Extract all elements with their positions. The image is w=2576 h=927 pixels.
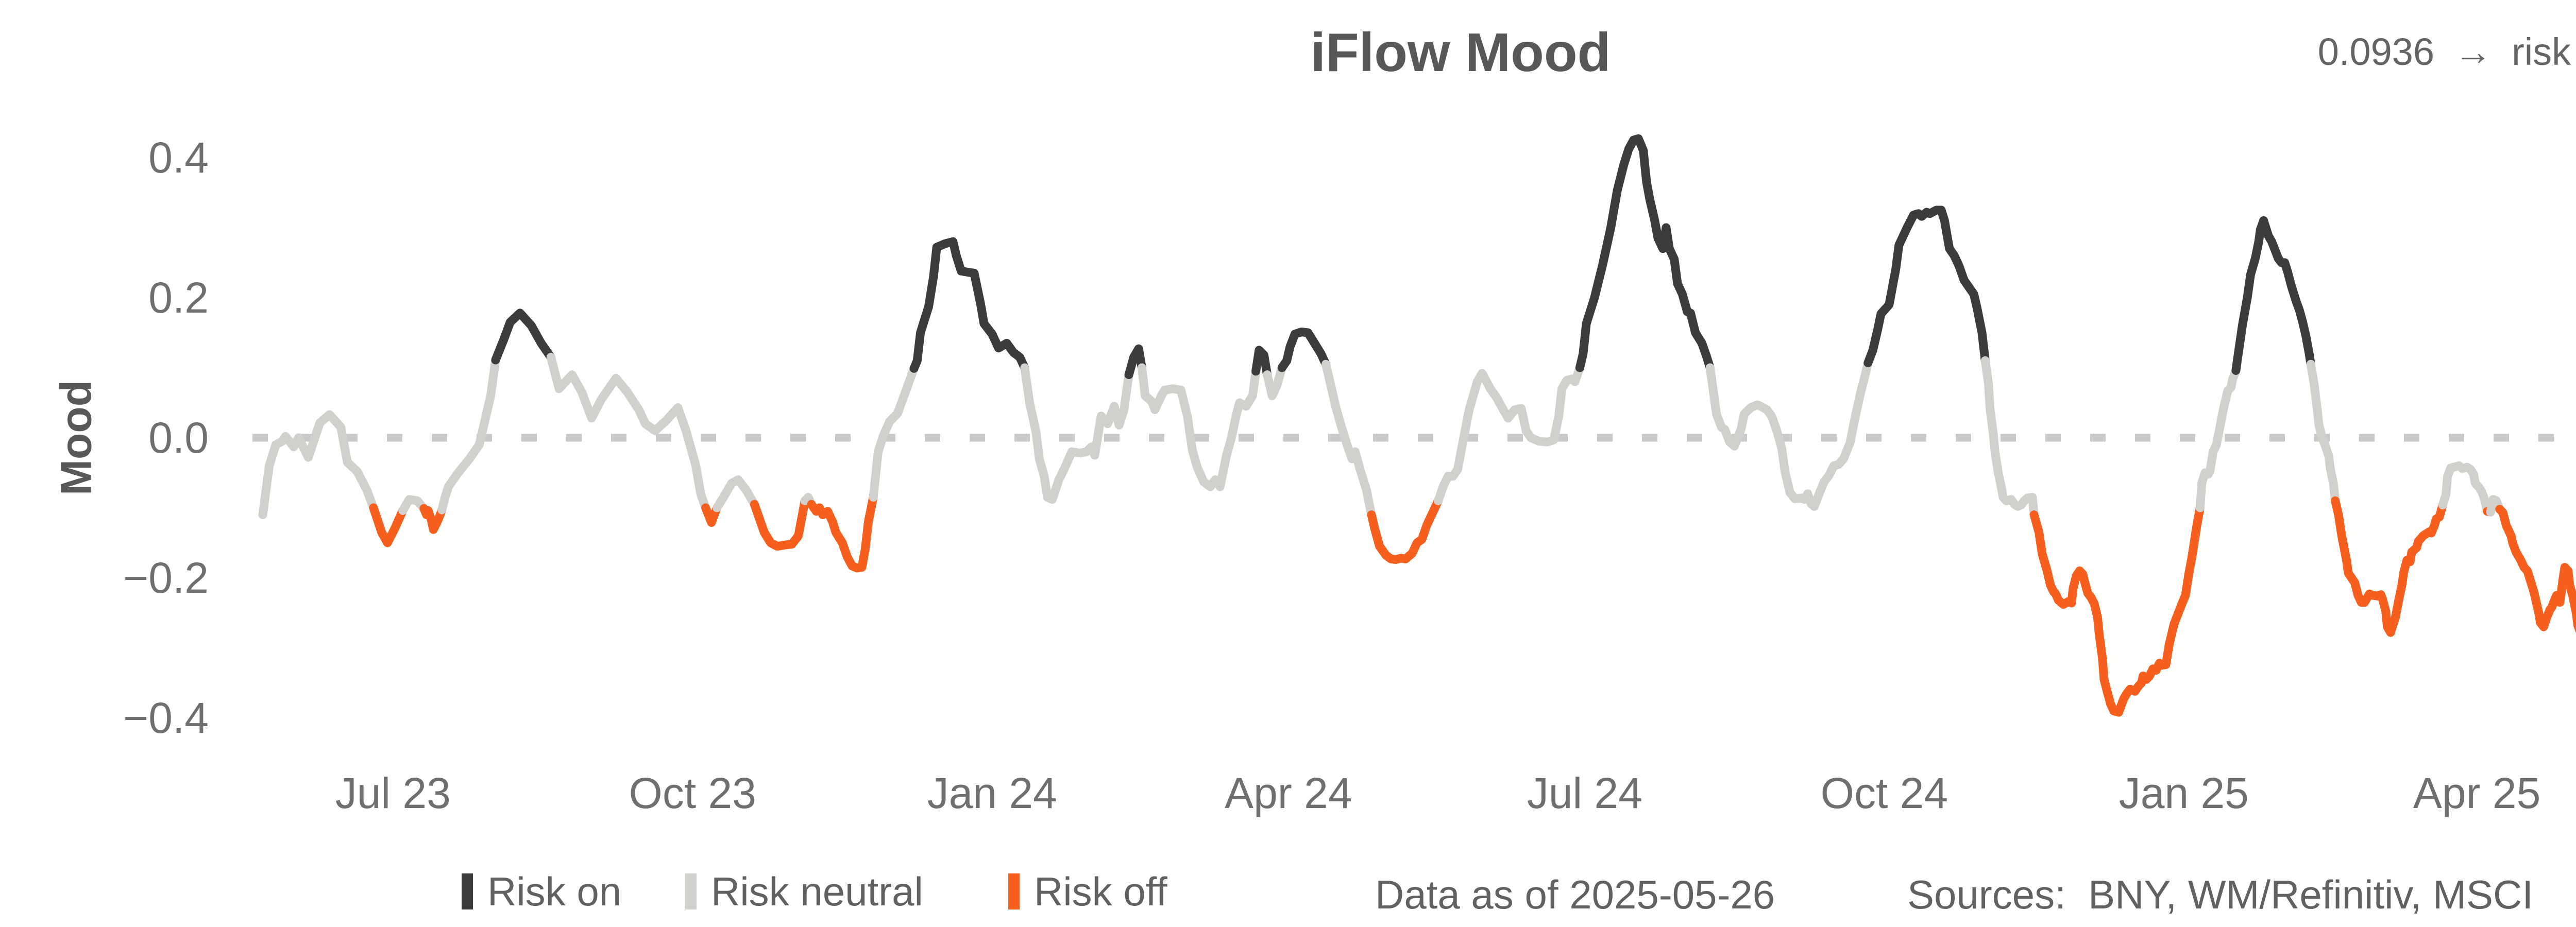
mood-line-segment xyxy=(2438,461,2492,516)
y-tick-label: 0.0 xyxy=(148,414,209,462)
latest-regime-label: risk neutral xyxy=(2512,30,2576,73)
legend-swatch-icon xyxy=(685,873,697,909)
mood-line-segment xyxy=(1575,134,1715,372)
mood-line-segment xyxy=(1705,358,1873,511)
mood-line-segment xyxy=(1434,363,1584,505)
mood-line-segment xyxy=(546,353,710,512)
mood-line-segment xyxy=(398,495,429,515)
mood-line-segment xyxy=(701,503,722,527)
x-tick-label: Apr 25 xyxy=(2413,769,2541,817)
x-tick-label: Jul 24 xyxy=(1527,769,1642,817)
mood-line-segment xyxy=(1367,496,1443,564)
mood-line-segment xyxy=(437,355,500,514)
sources-note: Sources: BNY, WM/Refinitiv, MSCI xyxy=(1907,872,2534,917)
mood-line-segment xyxy=(2486,495,2504,517)
latest-value: 0.0936 xyxy=(2317,30,2435,73)
x-tick-label: Jan 25 xyxy=(2119,769,2249,817)
x-tick-label: Jan 24 xyxy=(927,769,1057,817)
arrow-right-icon: → xyxy=(2454,30,2493,73)
legend-swatch-icon xyxy=(462,873,473,909)
y-tick-label: 0.2 xyxy=(148,273,209,322)
x-tick-label: Apr 24 xyxy=(1225,769,1352,817)
mood-line-segment xyxy=(2495,505,2576,633)
mood-line-segment xyxy=(909,237,1029,373)
mood-line-segment xyxy=(2331,496,2447,637)
legend-item: Risk neutral xyxy=(685,868,923,915)
x-tick-label: Jul 23 xyxy=(335,769,451,817)
mood-line-segment xyxy=(1277,328,1330,372)
y-tick-label: −0.4 xyxy=(123,694,209,742)
mood-line-segment xyxy=(491,308,555,365)
x-tick-label: Oct 23 xyxy=(629,769,756,817)
mood-line-segment xyxy=(258,410,378,520)
mood-line-segment xyxy=(2029,503,2205,717)
mood-line-segment xyxy=(869,364,919,502)
mood-line-segment xyxy=(1251,346,1272,380)
legend-label: Risk neutral xyxy=(711,868,923,914)
x-tick-label: Oct 24 xyxy=(1820,769,1948,817)
latest-value-annotation: 0.0936 → risk neutral xyxy=(2318,30,2576,74)
mood-line-segment xyxy=(1863,205,1990,367)
y-tick-label: 0.4 xyxy=(148,133,209,182)
legend-label: Risk on xyxy=(487,868,622,914)
mood-line-segment xyxy=(1137,363,1261,491)
mood-line-segment xyxy=(1020,363,1133,504)
y-tick-label: −0.2 xyxy=(123,554,209,602)
data-as-of-note: Data as of 2025-05-26 xyxy=(1375,872,1775,917)
chart-title: iFlow Mood xyxy=(1310,22,1611,83)
mood-line-segment xyxy=(1124,344,1146,380)
mood-line-segment xyxy=(713,475,759,512)
legend-swatch-icon xyxy=(1008,873,1020,909)
mood-line-segment xyxy=(1321,359,1376,520)
mood-line-segment xyxy=(2306,359,2340,505)
mood-line-segment xyxy=(750,496,809,551)
mood-line-segment xyxy=(419,504,447,534)
legend-label: Risk off xyxy=(1034,868,1167,914)
legend-item: Risk on xyxy=(462,868,621,915)
legend-item: Risk off xyxy=(1008,868,1167,915)
mood-line-segment xyxy=(1263,363,1286,400)
mood-line-segment xyxy=(369,503,408,547)
mood-line-segment xyxy=(2231,216,2315,375)
mood-line-segment xyxy=(1980,356,2039,520)
mood-line-segment xyxy=(807,493,878,573)
mood-line-segment xyxy=(2195,366,2241,512)
